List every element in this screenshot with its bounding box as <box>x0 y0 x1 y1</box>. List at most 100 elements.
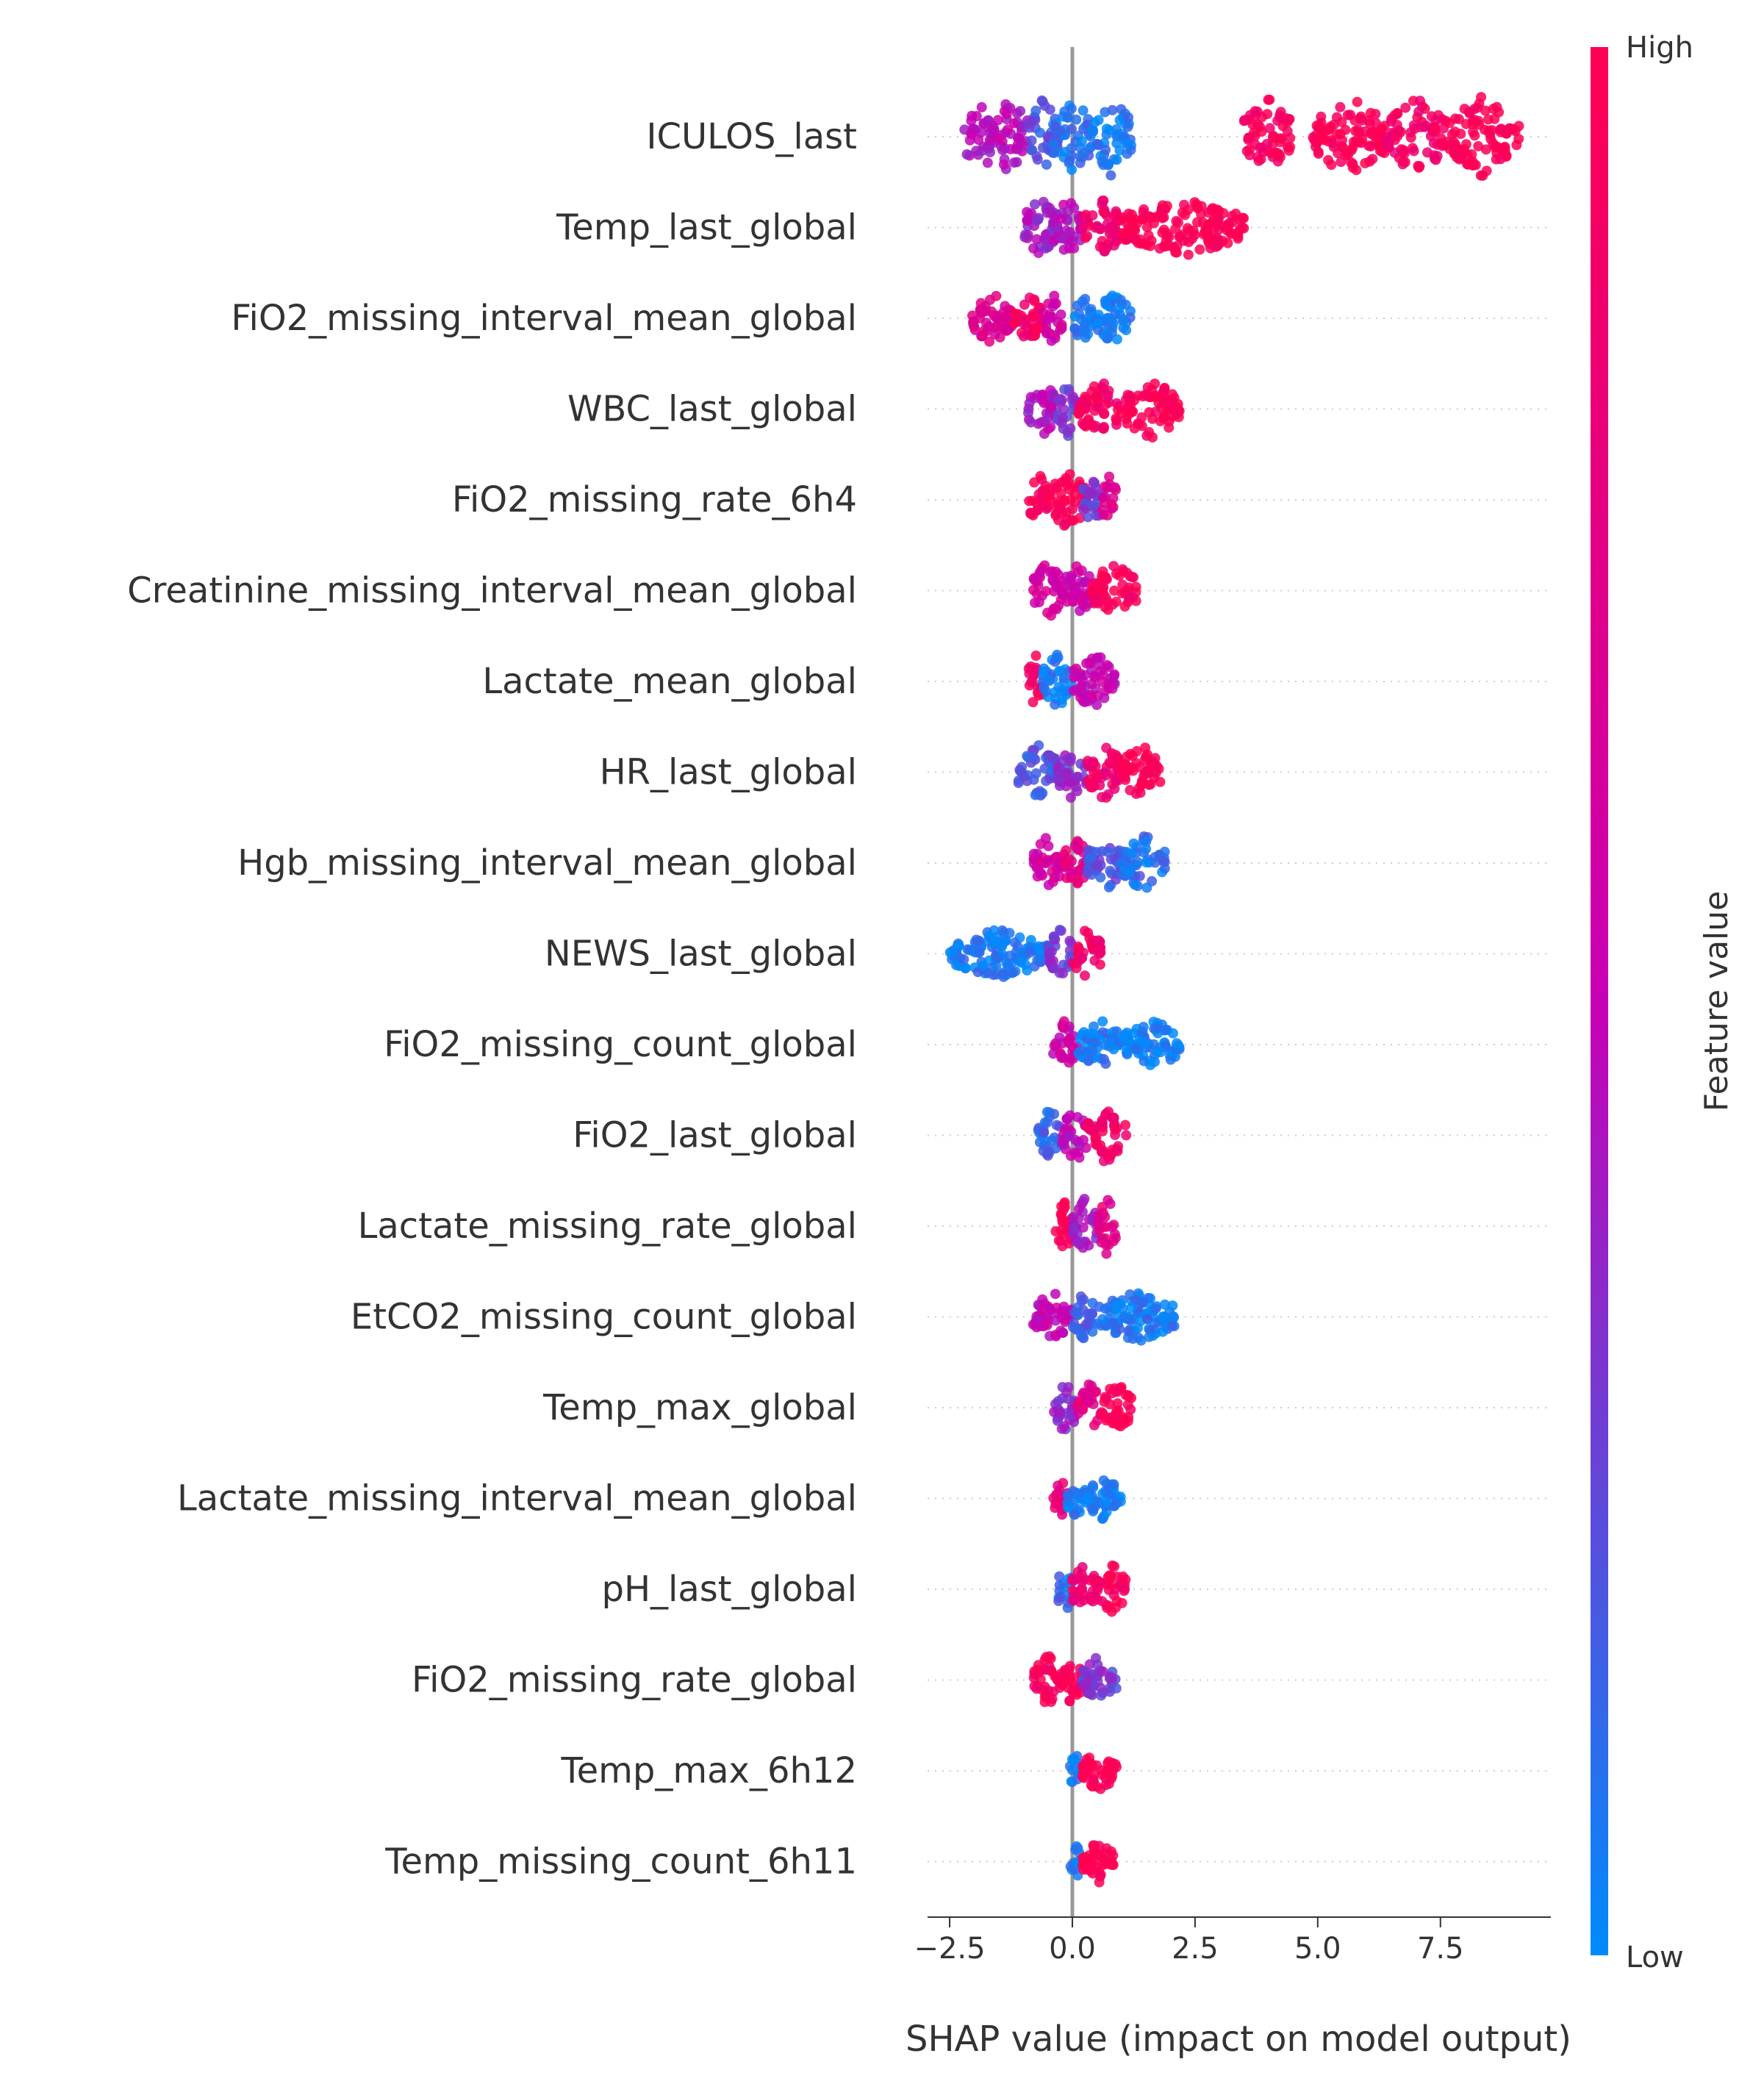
shap-dot <box>1095 872 1106 883</box>
shap-dot <box>1141 843 1152 854</box>
shap-dot <box>1068 1211 1079 1222</box>
shap-dot <box>1111 1497 1122 1508</box>
shap-dot <box>1046 335 1057 346</box>
shap-dot <box>1122 751 1133 762</box>
shap-dot <box>1035 856 1046 867</box>
shap-dot <box>1121 1130 1132 1141</box>
shap-dot <box>958 954 969 965</box>
shap-dot <box>1057 1137 1068 1148</box>
shap-dot <box>1117 1571 1128 1582</box>
shap-dot <box>1020 314 1031 325</box>
shap-dot <box>1083 1240 1094 1251</box>
shap-dot <box>1080 232 1091 243</box>
shap-dot <box>1055 1408 1066 1419</box>
shap-dot <box>1088 1774 1099 1785</box>
shap-dot <box>1045 1653 1056 1664</box>
shap-dot <box>1170 223 1181 234</box>
shap-dot <box>1035 470 1046 481</box>
shap-dot <box>1105 865 1116 876</box>
shap-dot <box>1015 137 1026 148</box>
shap-dot <box>1058 244 1069 255</box>
shap-dot <box>1100 602 1111 612</box>
shap-dot <box>1108 1318 1119 1329</box>
shap-dot <box>1083 1850 1094 1861</box>
shap-dot <box>1111 596 1122 607</box>
shap-dot <box>1141 1313 1152 1324</box>
shap-dot <box>960 962 971 973</box>
shap-dot <box>1064 1039 1075 1050</box>
shap-dot <box>1144 1331 1155 1342</box>
colorbar-title: Feature value <box>1698 891 1735 1111</box>
shap-dot <box>1069 1756 1080 1767</box>
shap-dot <box>1091 1861 1102 1872</box>
shap-dot <box>1060 518 1071 529</box>
shap-dot <box>1419 121 1430 132</box>
shap-dot <box>1098 408 1109 419</box>
shap-dot <box>1066 123 1078 135</box>
shap-dot <box>1069 685 1079 696</box>
shap-dot <box>1112 752 1123 763</box>
shap-dot <box>1238 212 1249 223</box>
shap-dot <box>1116 769 1127 780</box>
shap-dot <box>1114 304 1125 315</box>
shap-dot <box>1144 779 1155 790</box>
shap-dot <box>1097 1147 1108 1158</box>
x-tick-label: 2.5 <box>1172 1932 1219 1966</box>
shap-dot <box>1463 107 1474 117</box>
shap-dot <box>1114 115 1125 126</box>
shap-dot <box>1102 219 1113 229</box>
shap-dot <box>1098 160 1109 171</box>
shap-dot <box>1011 157 1022 168</box>
shap-dot <box>1103 385 1114 396</box>
shap-dot <box>1071 1222 1081 1233</box>
shap-dot <box>1056 323 1067 334</box>
shap-dot <box>1054 503 1065 514</box>
shap-dot <box>1111 1596 1122 1606</box>
shap-dot <box>1072 1236 1083 1247</box>
shap-dot <box>1094 1212 1105 1223</box>
shap-dot <box>998 159 1009 170</box>
shap-dot <box>1080 332 1091 343</box>
shap-dot <box>1118 1414 1129 1425</box>
shap-dot <box>1050 1331 1061 1342</box>
shap-dot <box>1072 941 1083 952</box>
shap-dot <box>1079 148 1089 159</box>
shap-dot <box>1070 583 1081 594</box>
shap-dot <box>1041 586 1052 597</box>
shap-dot <box>1108 1859 1119 1870</box>
shap-dots <box>944 92 1524 1888</box>
shap-dot <box>1022 229 1033 240</box>
shap-dot <box>1062 206 1073 217</box>
shap-dot <box>1070 1322 1081 1333</box>
shap-dot <box>971 934 982 945</box>
shap-dot <box>1023 663 1034 674</box>
shap-dot <box>1086 487 1097 498</box>
shap-dot <box>1077 418 1088 429</box>
shap-dot <box>1027 676 1038 687</box>
shap-dot <box>1126 407 1136 418</box>
feature-dots <box>1064 1751 1122 1794</box>
shap-dot <box>1097 1769 1108 1780</box>
shap-dot <box>1102 510 1113 520</box>
shap-dot <box>1066 103 1077 114</box>
feature-label: Lactate_mean_global <box>482 661 857 702</box>
shap-dot <box>1469 160 1480 171</box>
row-guide-lines <box>928 136 1551 1863</box>
shap-dot <box>1075 157 1086 168</box>
shap-dot <box>1106 1580 1117 1591</box>
shap-dot <box>1119 1312 1130 1323</box>
shap-dot <box>1062 1489 1073 1500</box>
feature-label: EtCO2_missing_count_global <box>351 1297 857 1338</box>
shap-dot <box>992 115 1003 126</box>
shap-dot <box>1101 299 1112 310</box>
shap-dot <box>1357 115 1367 126</box>
shap-dot <box>1111 129 1122 140</box>
shap-dot <box>1366 141 1377 152</box>
shap-dot <box>1089 598 1100 609</box>
shap-dot <box>1122 121 1133 132</box>
shap-dot <box>1138 391 1148 402</box>
shap-dot <box>1197 217 1208 228</box>
shap-dot <box>1127 210 1137 221</box>
feature-labels: ICULOS_last Temp_last_global FiO2_missing_… <box>127 116 857 1883</box>
shap-dot <box>1030 598 1040 608</box>
